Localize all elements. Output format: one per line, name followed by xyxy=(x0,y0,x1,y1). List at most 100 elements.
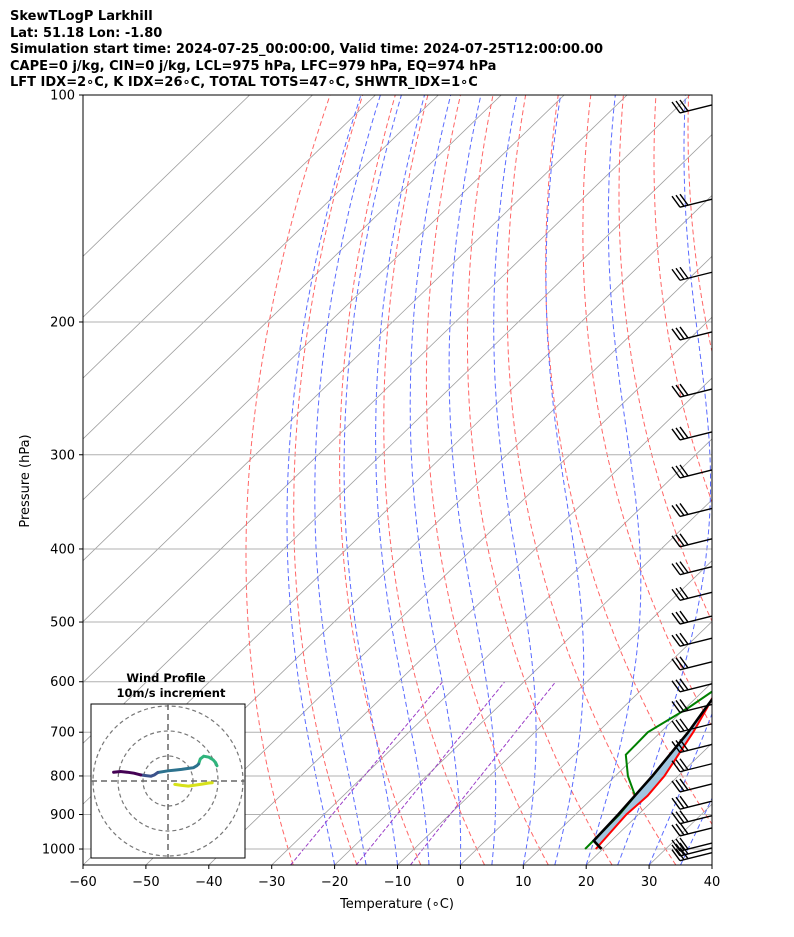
barb-flag xyxy=(679,699,689,711)
hodograph-trace xyxy=(139,771,160,778)
moist-adiabat xyxy=(343,95,402,865)
barb-flag xyxy=(679,678,689,691)
isotherm-line xyxy=(83,95,376,379)
barb-flag xyxy=(679,193,689,206)
y-tick-label: 800 xyxy=(50,769,75,784)
wind-barb xyxy=(671,193,713,208)
moist-adiabat xyxy=(286,95,362,865)
x-axis-label: Temperature (∘C) xyxy=(339,897,454,912)
barb-flag xyxy=(671,101,681,114)
barb-flag xyxy=(671,268,681,281)
parcel-line xyxy=(591,697,712,850)
barb-staff xyxy=(679,431,713,441)
barb-flag xyxy=(671,535,681,548)
wind-barb xyxy=(671,610,713,625)
x-tick-label: 0 xyxy=(456,875,464,890)
dry-adiabat xyxy=(245,95,331,865)
wind-barbs xyxy=(671,99,713,862)
moist-adiabat xyxy=(585,95,642,865)
isotherm-line xyxy=(83,133,712,744)
isotherm-line xyxy=(648,803,712,865)
moist-adiabat xyxy=(744,95,794,865)
barb-flag xyxy=(675,562,685,575)
hodograph-plot xyxy=(91,704,245,858)
wind-barb xyxy=(671,847,713,862)
cape-cin-fill xyxy=(593,698,712,849)
temperature-line xyxy=(595,696,712,850)
isotherm-line xyxy=(83,95,691,683)
wind-barb xyxy=(671,778,713,793)
barb-staff xyxy=(679,637,713,647)
wind-barb xyxy=(671,795,713,810)
barb-flag xyxy=(679,464,689,477)
barb-flag xyxy=(671,760,681,773)
barb-flag xyxy=(675,611,685,624)
dry-adiabat xyxy=(618,95,712,623)
mixing-ratio-line xyxy=(355,681,506,865)
dry-adiabat xyxy=(545,95,712,826)
barb-flag xyxy=(675,633,685,646)
barb-flag xyxy=(679,326,689,339)
x-tick-label: −50 xyxy=(132,875,159,890)
wind-barb xyxy=(671,533,713,548)
barb-flag xyxy=(679,610,689,623)
hodograph-ring xyxy=(117,730,219,832)
isotherm-line xyxy=(83,95,565,562)
moist-adiabat xyxy=(448,95,497,865)
isotherm-line xyxy=(145,316,712,865)
barb-flag xyxy=(671,466,681,479)
isotherm-line xyxy=(711,864,712,865)
barb-flag xyxy=(675,679,685,692)
barb-flag xyxy=(675,465,685,478)
barb-flag xyxy=(671,634,681,647)
dry-adiabat xyxy=(425,95,549,865)
barb-flag xyxy=(679,822,689,835)
dry-adiabat xyxy=(754,95,794,865)
barb-flag xyxy=(671,701,681,713)
barb-flag xyxy=(675,587,685,600)
barb-flag xyxy=(679,758,689,771)
y-tick-label: 700 xyxy=(50,726,75,741)
wind-barb xyxy=(671,810,713,825)
barb-staff xyxy=(679,591,713,601)
x-tick-label: −20 xyxy=(321,875,348,890)
barb-flag xyxy=(675,384,685,397)
barb-flag xyxy=(679,837,689,850)
barb-staff xyxy=(679,723,713,733)
barb-staff xyxy=(679,847,713,857)
barb-flag xyxy=(671,428,681,441)
x-tick-label: −40 xyxy=(195,875,222,890)
hodograph-subtitle: 10m/s increment xyxy=(117,686,226,700)
dry-adiabat xyxy=(467,95,613,865)
barb-flag xyxy=(671,780,681,793)
barb-staff xyxy=(679,763,713,773)
x-tick-label: −10 xyxy=(384,875,411,890)
x-tick-label: −60 xyxy=(69,875,96,890)
barb-flag xyxy=(679,503,689,515)
barb-flag xyxy=(675,327,685,340)
moist-adiabat xyxy=(314,95,381,865)
isotherm-line xyxy=(208,377,712,865)
hodograph-trace xyxy=(173,781,214,788)
barb-flag xyxy=(671,849,681,862)
wind-barb xyxy=(671,561,713,576)
barb-staff xyxy=(679,743,713,754)
barb-flag xyxy=(671,328,681,341)
dry-adiabat xyxy=(293,95,364,865)
barb-flag xyxy=(679,632,689,645)
barb-flag xyxy=(675,504,685,516)
wind-barb xyxy=(671,718,713,733)
hodograph-title: Wind Profile xyxy=(126,671,206,685)
barb-flag xyxy=(671,563,681,576)
barb-flag xyxy=(679,383,689,396)
dry-adiabat xyxy=(506,95,677,865)
barb-flag xyxy=(671,195,681,208)
indices-line-2: LFT IDX=2∘C, K IDX=26∘C, TOTAL TOTS=47∘C… xyxy=(10,75,478,90)
barb-flag xyxy=(671,680,681,693)
y-tick-label: 100 xyxy=(50,89,75,104)
dry-adiabat xyxy=(383,95,485,865)
isotherm-line xyxy=(271,438,712,865)
wind-barb xyxy=(671,739,713,754)
barb-staff xyxy=(679,331,713,341)
